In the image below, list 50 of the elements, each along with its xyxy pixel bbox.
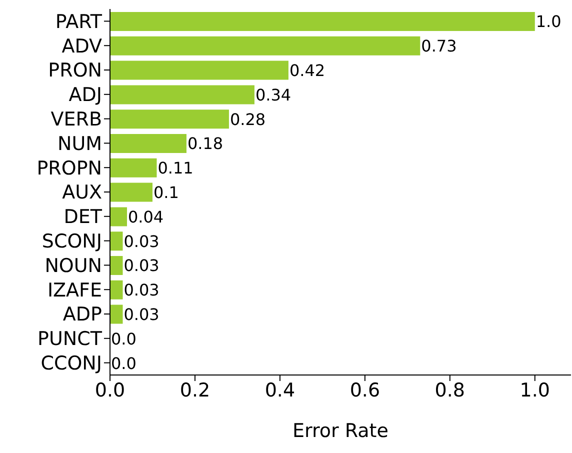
y-tick-label: CCONJ (40, 352, 102, 375)
y-tick-label: AUX (62, 182, 102, 204)
x-tick-label: 1.0 (520, 379, 550, 402)
bar (110, 280, 123, 300)
bar (110, 256, 123, 275)
y-tick-label: IZAFE (47, 279, 102, 302)
x-tick-label: 0.0 (94, 379, 126, 402)
bar (110, 134, 186, 153)
x-tick-label: 0.6 (350, 379, 380, 402)
bar (110, 85, 254, 104)
y-tick-label: SCONJ (42, 230, 102, 253)
data-label: 0.42 (289, 60, 326, 80)
bar (110, 232, 123, 251)
x-tick-label: 0.8 (434, 379, 466, 402)
data-label: 0.04 (128, 207, 164, 226)
data-label: 0.03 (124, 280, 160, 300)
bar (110, 158, 157, 178)
y-tick-label: VERB (50, 108, 102, 131)
data-label: 0.73 (421, 36, 457, 56)
y-tick-label: PRON (48, 60, 102, 82)
data-label: 0.18 (187, 134, 224, 154)
data-label: 0.03 (124, 232, 160, 251)
data-label: 0.0 (111, 354, 136, 373)
y-tick-label: PROPN (36, 157, 102, 180)
y-tick-label: NUM (57, 132, 102, 155)
x-axis-title: Error Rate (292, 420, 388, 442)
data-label: 0.03 (124, 256, 160, 276)
y-tick-label: PART (55, 10, 102, 33)
data-label: 0.34 (255, 85, 292, 104)
y-tick-label: ADJ (68, 84, 102, 106)
bar (110, 60, 288, 80)
data-label: 0.0 (111, 329, 136, 348)
data-label: 0.11 (158, 158, 194, 178)
y-tick-label: ADP (62, 304, 102, 326)
bar (110, 182, 152, 202)
y-tick-label: ADV (62, 35, 102, 58)
bar (110, 12, 535, 31)
data-label: 0.28 (230, 110, 266, 129)
y-tick-label: DET (64, 206, 102, 228)
bar (110, 207, 127, 226)
data-label: 1.0 (536, 12, 562, 32)
bar (110, 110, 229, 129)
x-tick-label: 0.4 (264, 379, 296, 402)
data-label: 0.1 (153, 182, 179, 202)
bar (110, 36, 420, 56)
y-tick-label: NOUN (44, 254, 102, 277)
bar (110, 304, 123, 324)
data-label: 0.03 (124, 304, 160, 324)
y-tick-label: PUNCT (38, 328, 102, 350)
x-tick-label: 0.2 (180, 379, 210, 402)
